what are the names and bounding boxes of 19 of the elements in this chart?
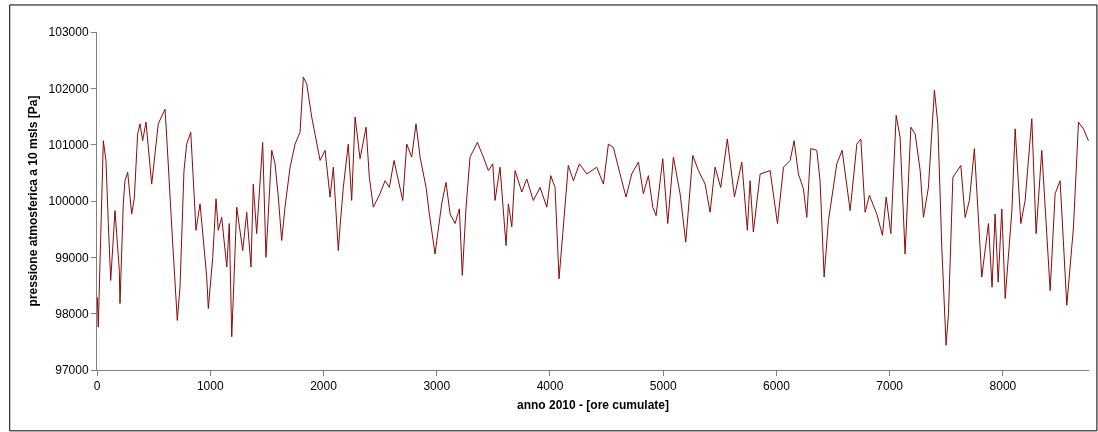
y-axis-title: pressione atmosferica a 10 msls [Pa] <box>25 95 40 307</box>
x-tick-label: 6000 <box>763 379 791 394</box>
y-tick-label: 98000 <box>55 306 89 321</box>
x-tick-label: 1000 <box>196 379 224 394</box>
x-axis-title: anno 2010 - [ore cumulate] <box>516 398 670 413</box>
y-tick-label: 97000 <box>55 363 89 378</box>
y-tick-label: 100000 <box>48 194 89 209</box>
x-tick-label: 4000 <box>536 379 564 394</box>
x-tick-label: 7000 <box>876 379 904 394</box>
y-tick-label: 99000 <box>55 250 89 265</box>
x-tick-label: 0 <box>93 379 101 394</box>
x-tick-label: 5000 <box>649 379 677 394</box>
x-tick-label: 3000 <box>423 379 451 394</box>
x-tick-label: 2000 <box>310 379 338 394</box>
x-tick-label: 8000 <box>989 379 1017 394</box>
y-tick-label: 103000 <box>48 25 89 40</box>
line-series <box>97 76 1089 346</box>
y-tick-label: 101000 <box>48 137 89 152</box>
y-tick-label: 102000 <box>48 81 89 96</box>
